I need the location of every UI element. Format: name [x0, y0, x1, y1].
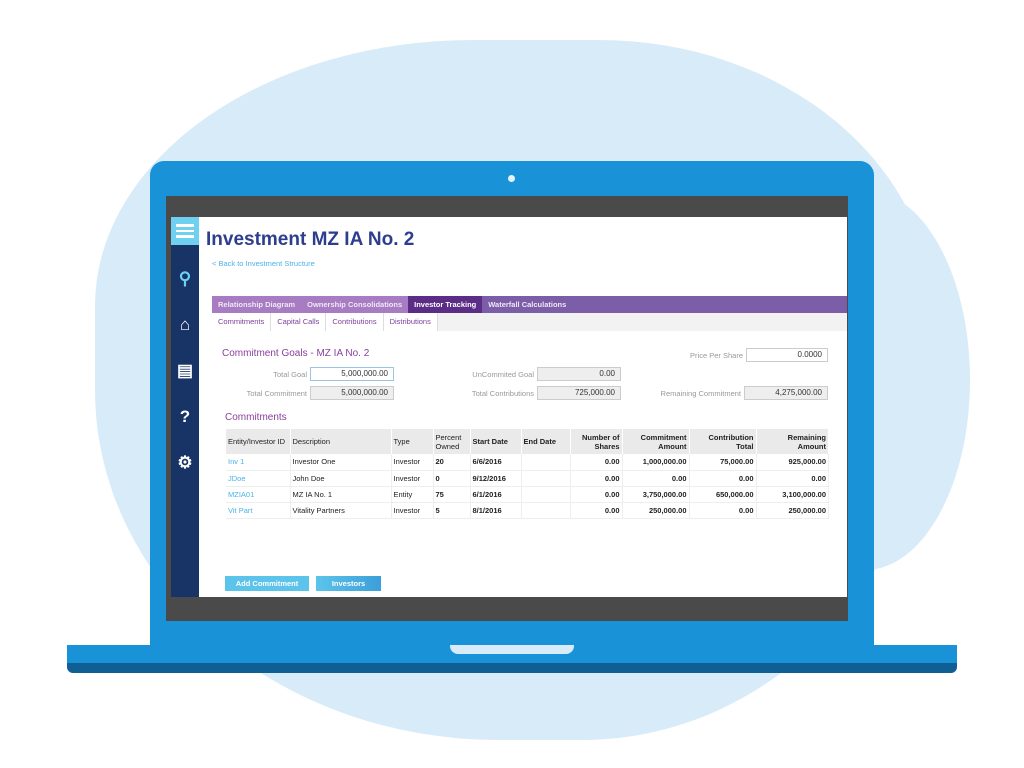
table-cell: Investor: [391, 502, 434, 519]
goals-heading: Commitment Goals - MZ IA No. 2: [222, 348, 370, 359]
total-commitment-label: Total Commitment: [246, 389, 307, 398]
table-cell: Investor One: [290, 454, 392, 471]
table-row[interactable]: MZIA01 MZ IA No. 1 Entity 75 6/1/2016 0.00 3,7…: [226, 486, 829, 503]
table-cell: 3,100,000.00: [756, 486, 829, 503]
table-row[interactable]: Vit Part Vitality Partners Investor 5 8/1/20…: [226, 502, 829, 519]
sub-tabs: Commitments Capital Calls Contributions …: [212, 313, 847, 331]
subtab-capital-calls[interactable]: Capital Calls: [271, 313, 327, 331]
table-cell: 250,000.00: [622, 502, 690, 519]
camera: [508, 175, 515, 182]
uncommitted-goal-label: UnCommited Goal: [472, 370, 534, 379]
investor-id-link[interactable]: MZIA01: [226, 486, 291, 503]
page-title: Investment MZ IA No. 2: [206, 229, 415, 250]
total-contributions-field: 725,000.00: [537, 386, 621, 400]
table-cell: John Doe: [290, 470, 392, 487]
table-row[interactable]: JDoe John Doe Investor 0 9/12/2016 0.00 0.00 0.…: [226, 470, 829, 487]
table-cell: 0.00: [622, 470, 690, 487]
home-icon[interactable]: ⌂: [179, 315, 191, 334]
table-cell: Investor: [391, 454, 434, 471]
tab-waterfall-calculations[interactable]: Waterfall Calculations: [488, 300, 567, 309]
price-per-share-label: Price Per Share: [690, 351, 743, 360]
total-contributions-label: Total Contributions: [471, 389, 534, 398]
commitments-heading: Commitments: [225, 412, 287, 423]
report-icon[interactable]: ▤: [176, 361, 194, 380]
uncommitted-goal-field: 0.00: [537, 367, 621, 381]
table-cell: MZ IA No. 1: [290, 486, 392, 503]
table-cell: [521, 454, 571, 471]
col-end-date[interactable]: End Date: [521, 429, 571, 454]
total-goal-label: Total Goal: [273, 370, 307, 379]
table-cell: 0.00: [756, 470, 829, 487]
table-cell: Vitality Partners: [290, 502, 392, 519]
sidebar: ⚲ ⌂ ▤ ? ⚙: [171, 217, 199, 597]
total-commitment-field: 5,000,000.00: [310, 386, 394, 400]
table-cell: 0.00: [570, 454, 623, 471]
table-cell: 20: [433, 454, 471, 471]
table-header-row: Entity/Investor ID Description Type Perc…: [226, 429, 829, 454]
tab-ownership-consolidations[interactable]: Ownership Consolidations: [301, 296, 409, 313]
price-per-share-input[interactable]: 0.0000: [746, 348, 828, 362]
table-cell: 8/1/2016: [470, 502, 522, 519]
table-cell: [521, 502, 571, 519]
col-remaining-amount[interactable]: Remaining Amount: [756, 429, 829, 454]
subtab-distributions[interactable]: Distributions: [383, 313, 438, 331]
table-cell: 0.00: [570, 470, 623, 487]
menu-icon[interactable]: [171, 217, 199, 245]
table-cell: [521, 470, 571, 487]
add-commitment-button[interactable]: Add Commitment: [225, 576, 309, 591]
table-cell: 0: [433, 470, 471, 487]
table-cell: 75,000.00: [689, 454, 757, 471]
table-cell: 925,000.00: [756, 454, 829, 471]
investors-button[interactable]: Investors: [316, 576, 381, 591]
table-cell: 650,000.00: [689, 486, 757, 503]
table-cell: Entity: [391, 486, 434, 503]
table-cell: 0.00: [689, 502, 757, 519]
table-cell: 1,000,000.00: [622, 454, 690, 471]
col-percent-owned[interactable]: Percent Owned: [433, 429, 471, 454]
total-goal-input[interactable]: 5,000,000.00: [310, 367, 394, 381]
table-cell: 0.00: [689, 470, 757, 487]
investor-id-link[interactable]: Inv 1: [226, 454, 291, 471]
tab-relationship-diagram[interactable]: Relationship Diagram: [212, 296, 302, 313]
remaining-commitment-label: Remaining Commitment: [660, 389, 741, 398]
investor-id-link[interactable]: Vit Part: [226, 502, 291, 519]
col-start-date[interactable]: Start Date: [470, 429, 522, 454]
table-cell: 75: [433, 486, 471, 503]
main-tabs: Relationship Diagram Ownership Consolida…: [212, 296, 847, 313]
table-cell: Investor: [391, 470, 434, 487]
subtab-contributions[interactable]: Contributions: [326, 313, 384, 331]
gear-icon[interactable]: ⚙: [177, 453, 193, 472]
help-icon[interactable]: ?: [179, 407, 191, 426]
subtab-commitments[interactable]: Commitments: [212, 313, 272, 331]
table-cell: 0.00: [570, 502, 623, 519]
col-contribution-total[interactable]: Contribution Total: [689, 429, 757, 454]
back-link[interactable]: < Back to Investment Structure: [212, 259, 315, 268]
table-cell: [521, 486, 571, 503]
table-cell: 9/12/2016: [470, 470, 522, 487]
table-cell: 3,750,000.00: [622, 486, 690, 503]
tab-investor-tracking[interactable]: Investor Tracking: [408, 296, 483, 313]
table-cell: 250,000.00: [756, 502, 829, 519]
col-description[interactable]: Description: [290, 429, 392, 454]
table-cell: 0.00: [570, 486, 623, 503]
table-cell: 5: [433, 502, 471, 519]
laptop-notch: [450, 645, 574, 654]
search-icon[interactable]: ⚲: [178, 269, 192, 288]
table-row[interactable]: Inv 1 Investor One Investor 20 6/6/2016 0.00 1…: [226, 454, 829, 471]
investor-id-link[interactable]: JDoe: [226, 470, 291, 487]
app-screen: ⚲ ⌂ ▤ ? ⚙ Investment MZ IA No. 2 < Back …: [171, 217, 847, 597]
remaining-commitment-field: 4,275,000.00: [744, 386, 828, 400]
col-entity-id[interactable]: Entity/Investor ID: [226, 429, 291, 454]
table-cell: 6/6/2016: [470, 454, 522, 471]
col-number-of-shares[interactable]: Number of Shares: [570, 429, 623, 454]
col-commitment-amount[interactable]: Commitment Amount: [622, 429, 690, 454]
table-cell: 6/1/2016: [470, 486, 522, 503]
col-type[interactable]: Type: [391, 429, 434, 454]
commitments-table: Entity/Investor ID Description Type Perc…: [226, 429, 829, 519]
